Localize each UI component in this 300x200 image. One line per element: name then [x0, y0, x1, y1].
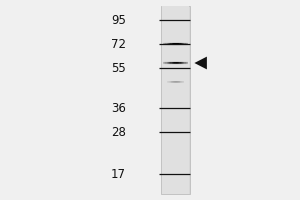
- Text: 36: 36: [111, 102, 126, 114]
- Text: 72: 72: [111, 38, 126, 50]
- Text: 17: 17: [111, 168, 126, 180]
- Text: 95: 95: [111, 14, 126, 26]
- Polygon shape: [194, 57, 207, 69]
- Bar: [163, 6, 188, 194]
- Text: 28: 28: [111, 126, 126, 138]
- Text: 55: 55: [111, 62, 126, 75]
- Bar: [161, 6, 190, 194]
